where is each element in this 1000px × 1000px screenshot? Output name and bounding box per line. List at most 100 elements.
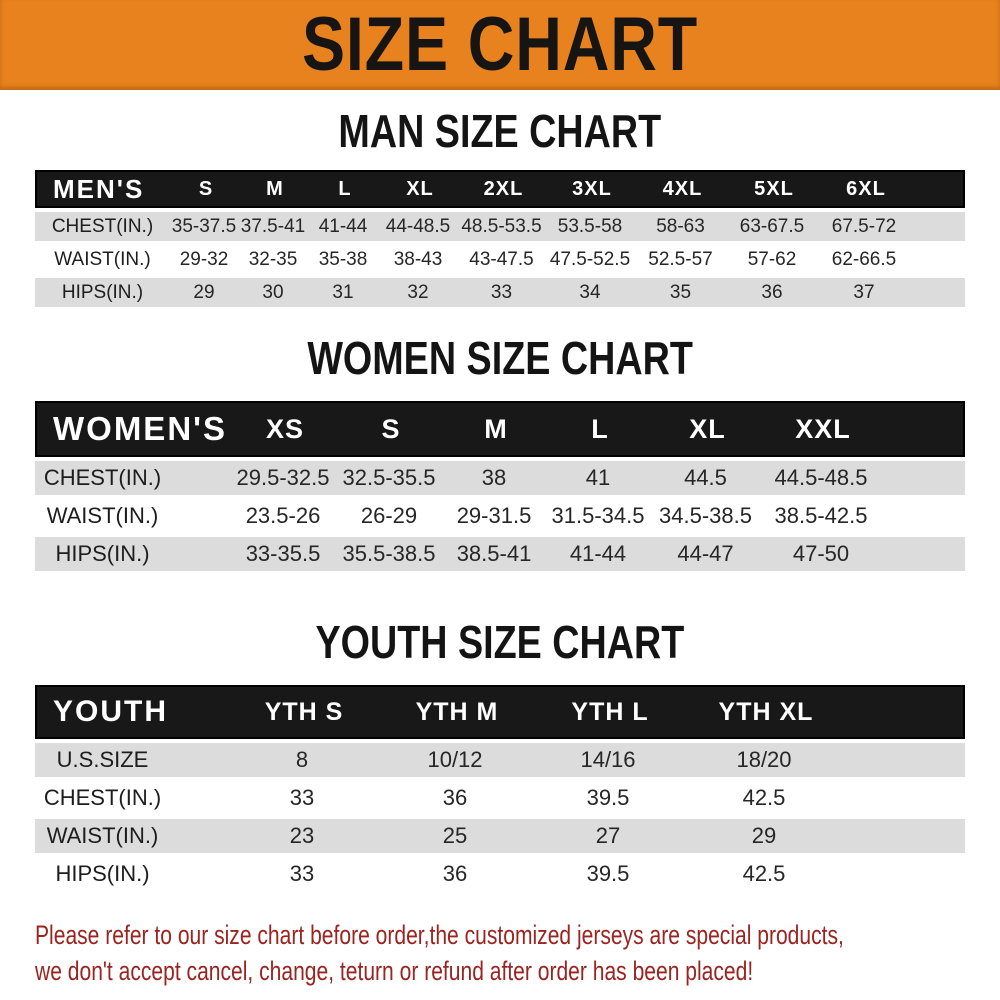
- row-label: HIPS(IN.): [55, 541, 150, 566]
- section-heading-women: WOMEN SIZE CHART: [0, 335, 1000, 381]
- size-value-cell: 43-47.5: [469, 248, 534, 270]
- table-row: CHEST(IN.) 35-37.5 37.5-41 41-44 44-48.5 48.5…: [35, 212, 965, 241]
- size-value-cell: 44-48.5: [385, 215, 451, 237]
- size-value-cell: 38-43: [393, 248, 443, 270]
- size-column-header: XL: [406, 177, 434, 200]
- size-value-cell: 36: [761, 281, 783, 303]
- size-value-cell: 33: [289, 785, 315, 810]
- size-value-cell: 35: [669, 281, 692, 303]
- size-column-header: M: [484, 413, 508, 444]
- size-value-cell: 39.5: [586, 785, 630, 810]
- section-heading-men: MAN SIZE CHART: [0, 108, 1000, 154]
- table-header-row-youth: YOUTH YTH S YTH M YTH L YTH XL: [35, 685, 965, 739]
- table-row: CHEST(IN.) 33 36 39.5 42.5: [35, 781, 965, 815]
- disclaimer: Please refer to our size chart before or…: [35, 917, 1000, 989]
- size-value-cell: 10/12: [427, 747, 483, 772]
- size-value-cell: 63-67.5: [739, 215, 805, 237]
- size-chart-banner: SIZE CHART: [0, 0, 1000, 90]
- size-value-cell: 29-31.5: [456, 503, 532, 528]
- row-label: U.S.SIZE: [56, 747, 149, 772]
- size-value-cell: 33: [490, 281, 513, 303]
- disclaimer-line-2: we don't accept cancel, change, teturn o…: [35, 956, 754, 986]
- table-body-men: CHEST(IN.) 35-37.5 37.5-41 41-44 44-48.5 48.5…: [35, 212, 965, 307]
- size-column-header: YTH S: [264, 697, 344, 726]
- table-row: CHEST(IN.) 29.5-32.5 32.5-35.5 38 41 44.5 44.5…: [35, 461, 965, 495]
- section-heading-women-text: WOMEN SIZE CHART: [307, 332, 693, 384]
- size-column-header: M: [266, 177, 284, 200]
- size-value-cell: 58-63: [656, 215, 705, 237]
- table-title-cell: WOMEN'S: [53, 410, 228, 447]
- section-heading-men-text: MAN SIZE CHART: [338, 105, 662, 157]
- size-value-cell: 36: [442, 861, 468, 886]
- size-column-header: S: [198, 177, 214, 200]
- table-row: HIPS(IN.) 29 30 31 32 33 34 35 36 37: [35, 278, 965, 307]
- size-column-header: YTH L: [571, 697, 649, 726]
- size-column-header: S: [381, 413, 401, 444]
- row-label: WAIST(IN.): [46, 823, 159, 848]
- size-value-cell: 35-37.5: [171, 215, 237, 237]
- size-column-header: YTH XL: [718, 697, 814, 726]
- table-row: HIPS(IN.) 33 36 39.5 42.5: [35, 857, 965, 891]
- size-value-cell: 62-66.5: [831, 248, 897, 270]
- size-value-cell: 37: [853, 281, 875, 303]
- disclaimer-line-1: Please refer to our size chart before or…: [35, 920, 844, 950]
- table-body-women: CHEST(IN.) 29.5-32.5 32.5-35.5 38 41 44.5 44.5…: [35, 461, 965, 571]
- size-column-header: L: [338, 177, 352, 200]
- size-value-cell: 30: [262, 281, 284, 303]
- row-label: CHEST(IN.): [51, 215, 154, 237]
- size-value-cell: 34.5-38.5: [659, 503, 752, 528]
- size-value-cell: 48.5-53.5: [461, 215, 542, 237]
- size-value-cell: 57-62: [747, 248, 797, 270]
- size-value-cell: 47-50: [792, 541, 850, 566]
- size-value-cell: 29: [193, 281, 215, 303]
- size-value-cell: 44.5: [684, 465, 727, 490]
- size-value-cell: 35.5-38.5: [342, 541, 436, 566]
- size-value-cell: 38.5-41: [456, 541, 532, 566]
- size-column-header: XL: [689, 413, 726, 444]
- size-value-cell: 67.5-72: [831, 215, 897, 237]
- size-value-cell: 36: [442, 785, 468, 810]
- size-value-cell: 41-44: [569, 541, 627, 566]
- size-value-cell: 44.5-48.5: [774, 465, 868, 490]
- disclaimer-line-2-wrap: we don't accept cancel, change, teturn o…: [35, 953, 1000, 989]
- size-value-cell: 34: [579, 281, 601, 303]
- size-column-header: 5XL: [754, 177, 794, 200]
- table-row: U.S.SIZE 8 10/12 14/16 18/20: [35, 743, 965, 777]
- size-value-cell: 42.5: [742, 785, 786, 810]
- banner-title: SIZE CHART: [301, 2, 699, 87]
- size-value-cell: 14/16: [580, 747, 636, 772]
- size-value-cell: 37.5-41: [240, 215, 306, 237]
- size-value-cell: 31: [332, 281, 354, 303]
- size-column-header: 3XL: [572, 177, 612, 200]
- size-value-cell: 8: [295, 747, 309, 772]
- size-value-cell: 32.5-35.5: [342, 465, 436, 490]
- size-value-cell: 32: [407, 281, 429, 303]
- size-column-header: YTH M: [415, 697, 499, 726]
- size-value-cell: 53.5-58: [557, 215, 623, 237]
- row-label: WAIST(IN.): [46, 503, 159, 528]
- size-value-cell: 25: [442, 823, 468, 848]
- size-value-cell: 52.5-57: [648, 248, 713, 270]
- row-label: CHEST(IN.): [43, 465, 162, 490]
- size-value-cell: 38.5-42.5: [774, 503, 868, 528]
- table-row: WAIST(IN.) 23 25 27 29: [35, 819, 965, 853]
- size-value-cell: 29: [751, 823, 777, 848]
- table-header-row-women: WOMEN'S XS S M L XL XXL: [35, 401, 965, 457]
- size-value-cell: 33: [289, 861, 315, 886]
- table-title-cell: MEN'S: [53, 173, 145, 204]
- row-label: HIPS(IN.): [55, 861, 150, 886]
- row-label: CHEST(IN.): [43, 785, 162, 810]
- size-value-cell: 39.5: [586, 861, 630, 886]
- size-value-cell: 35-38: [318, 248, 368, 270]
- size-value-cell: 42.5: [742, 861, 786, 886]
- table-body-youth: U.S.SIZE 8 10/12 14/16 18/20 CHEST(IN.) 33 36 39…: [35, 743, 965, 891]
- table-title-cell: YOUTH: [53, 695, 168, 728]
- table-row: HIPS(IN.) 33-35.5 35.5-38.5 38.5-41 41-44 44-…: [35, 537, 965, 571]
- size-value-cell: 29-32: [179, 248, 229, 270]
- table-header-row-men: MEN'S S M L XL 2XL 3XL 4XL 5XL 6XL: [35, 170, 965, 208]
- size-value-cell: 18/20: [736, 747, 792, 772]
- disclaimer-line-1-wrap: Please refer to our size chart before or…: [35, 917, 1000, 953]
- size-table-women: WOMEN'S XS S M L XL XXL CHEST(IN.) 29.5-32.5 32.…: [35, 401, 965, 571]
- size-column-header: 2XL: [483, 177, 524, 200]
